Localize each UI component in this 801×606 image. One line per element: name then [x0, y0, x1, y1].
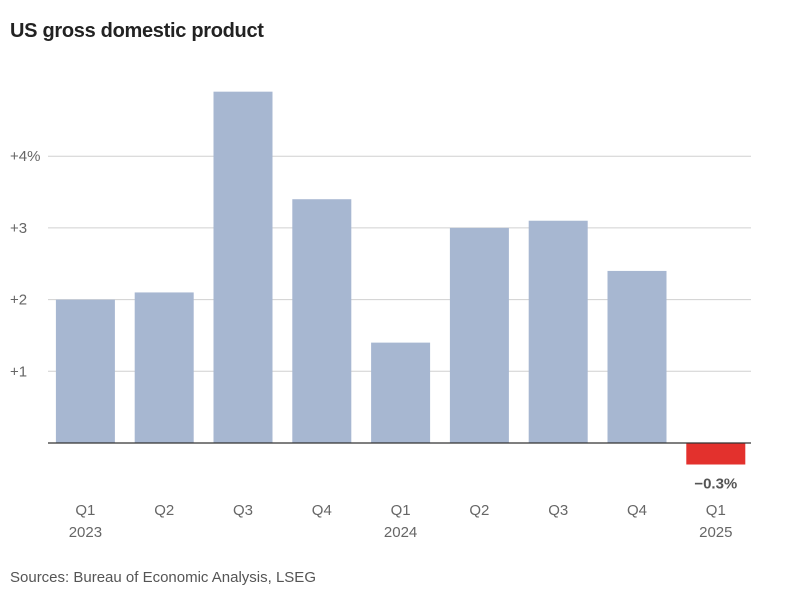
- x-tick-year-label: 2024: [384, 524, 417, 541]
- bar: [371, 342, 431, 443]
- x-tick-label: Q3: [548, 502, 568, 519]
- x-tick-label: Q1: [391, 502, 411, 519]
- bar-chart: +1 +2 +3 +4% Q1 2023 Q2 Q3 Q4 Q1 2024 Q2 Q3 Q4 Q1 2025 −…: [10, 91, 751, 541]
- x-tick-year-label: 2025: [699, 524, 732, 541]
- x-tick-label: Q1: [706, 502, 726, 519]
- bar: [686, 443, 746, 465]
- chart-title: US gross domestic product: [10, 20, 264, 42]
- bar: [55, 299, 115, 443]
- x-tick-label: Q2: [469, 502, 489, 519]
- y-tick-label: +2: [10, 292, 27, 309]
- bar: [213, 91, 273, 444]
- x-tick-label: Q1: [75, 502, 95, 519]
- bar: [528, 220, 588, 443]
- source-note: Sources: Bureau of Economic Analysis, LS…: [10, 569, 316, 586]
- x-tick-label: Q4: [627, 502, 647, 519]
- x-tick-label: Q4: [312, 502, 332, 519]
- data-label: −0.3%: [694, 476, 737, 493]
- bars: [55, 91, 746, 465]
- y-tick-label: +3: [10, 220, 27, 237]
- labels: +1 +2 +3 +4% Q1 2023 Q2 Q3 Q4 Q1 2024 Q2 Q3 Q4 Q1 2025 −…: [10, 148, 737, 541]
- x-tick-year-label: 2023: [69, 524, 102, 541]
- y-tick-label: +4%: [10, 148, 40, 165]
- y-tick-label: +1: [10, 363, 27, 380]
- bar: [607, 270, 667, 443]
- bar: [292, 199, 352, 443]
- bar: [449, 227, 509, 443]
- x-tick-label: Q2: [154, 502, 174, 519]
- bar: [134, 292, 194, 443]
- x-tick-label: Q3: [233, 502, 253, 519]
